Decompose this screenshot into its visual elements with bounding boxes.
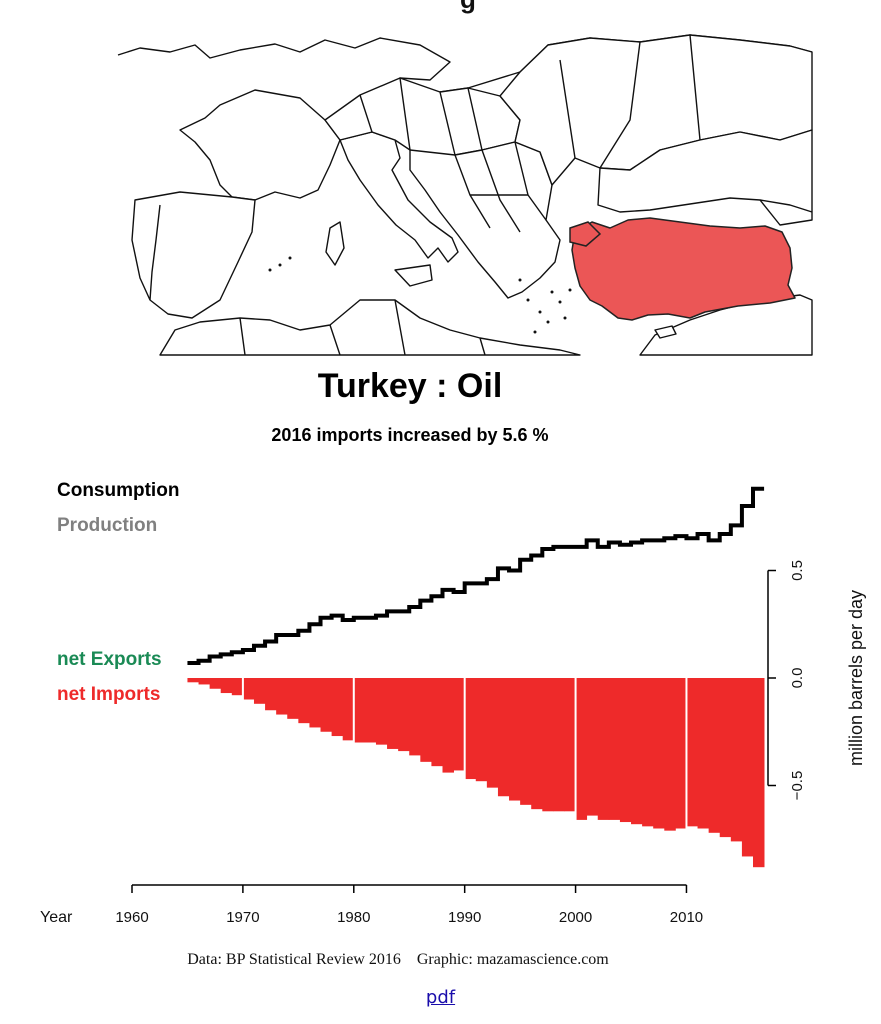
import-bar-1982 [375,678,388,745]
y-axis: million barrels per day 0.5 0.0 −0.5 [767,560,866,801]
import-bar-2007 [653,678,665,829]
import-bar-1978 [331,678,344,737]
import-bar-2008 [664,678,676,831]
x-tick-label-2010: 2010 [670,909,703,926]
y-tick-label--0.5: −0.5 [789,771,806,801]
import-bar-1992 [486,678,499,788]
x-tick-label-1980: 1980 [337,909,370,926]
europe-map [115,30,815,356]
import-bar-1986 [420,678,432,762]
import-bar-1984 [398,678,410,752]
map-italy [339,131,459,263]
map-africa-borders [239,299,486,356]
import-bar-2016 [753,678,765,868]
y-tick-label-0.0: 0.0 [789,668,806,689]
chart-title: Turkey : Oil [318,367,503,405]
pdf-link-container: pdf [0,987,881,1008]
import-bar-2002 [597,678,610,820]
import-bar-1983 [387,678,399,749]
import-bar-1993 [497,678,510,797]
map-black-sea-coast [597,129,813,226]
import-bar-2000 [575,678,588,820]
import-bar-2004 [619,678,632,823]
import-bar-1965 [187,678,199,683]
import-bar-2001 [586,678,599,816]
import-bar-1985 [409,678,421,756]
import-bar-1966 [198,678,211,685]
import-bar-1975 [298,678,310,724]
import-bar-2006 [642,678,654,827]
import-bar-1996 [531,678,543,810]
import-bar-1990 [464,678,477,780]
import-bar-2013 [719,678,732,838]
x-tick-label-1990: 1990 [448,909,481,926]
import-bar-1970 [242,678,255,700]
net-imports-bars [187,678,765,868]
import-bar-1989 [453,678,466,771]
x-tick-label-2000: 2000 [559,909,592,926]
label-net-exports: net Exports [57,649,162,670]
map-turkey [571,217,796,321]
label-net-imports: net Imports [57,684,160,705]
import-bar-1969 [231,678,244,696]
import-bar-1988 [442,678,454,773]
import-bar-2012 [708,678,721,833]
x-axis-title: Year [40,909,73,926]
import-bar-2009 [675,678,687,829]
map-balkan-borders [454,141,547,233]
import-bar-1991 [475,678,488,782]
decade-separators [241,678,688,883]
import-bar-1980 [353,678,366,743]
map-sicily [394,264,433,287]
import-bar-1997 [542,678,554,812]
import-bar-1968 [220,678,233,694]
import-bar-1999 [564,678,576,812]
map-eastern-borders [559,34,701,169]
import-bar-1972 [265,678,277,711]
y-axis-title: million barrels per day [846,590,866,766]
map-iberia [131,191,256,319]
import-bar-2010 [686,678,698,827]
map-cyprus [654,325,677,339]
import-bar-2003 [608,678,621,820]
import-bar-2005 [631,678,643,825]
import-bar-2011 [697,678,710,829]
import-bar-1971 [253,678,266,704]
import-bar-1977 [320,678,333,732]
import-bar-1967 [209,678,222,689]
map-caucasus-borders [759,199,813,213]
legend-production: Production [57,515,157,536]
import-bar-1987 [431,678,443,767]
import-bar-2014 [730,678,743,842]
import-bar-1994 [509,678,521,801]
x-tick-label-1960: 1960 [115,909,148,926]
y-tick-label-0.5: 0.5 [789,560,806,581]
import-bar-2015 [741,678,754,857]
import-bar-1979 [342,678,355,741]
map-islands [268,256,572,334]
import-bar-1976 [309,678,321,728]
map-north-africa [159,299,581,356]
legend-consumption: Consumption [57,480,179,501]
import-bar-1998 [553,678,565,812]
pdf-link[interactable]: pdf [425,987,456,1008]
import-bar-1974 [287,678,299,719]
chart-footer: Data: BP Statistical Review 2016 Graphic… [187,951,609,968]
plot-area [187,486,765,883]
map-portugal-border [149,204,161,301]
cropped-heading-text: g [460,0,476,14]
map-central-borders [359,77,483,156]
map-france [179,89,341,201]
import-bar-1981 [364,678,377,743]
import-bar-1973 [276,678,288,715]
import-bar-1995 [520,678,532,805]
chart-subtitle: 2016 imports increased by 5.6 % [271,425,548,445]
consumption-line [187,486,765,665]
map-thrace [569,221,602,247]
map-sardinia [325,221,345,266]
figure: g Turkey : Oil 2016 imports incre [40,0,866,968]
x-axis: Year 1960 1970 1980 1990 2000 2010 [40,884,703,926]
x-tick-label-1970: 1970 [226,909,259,926]
